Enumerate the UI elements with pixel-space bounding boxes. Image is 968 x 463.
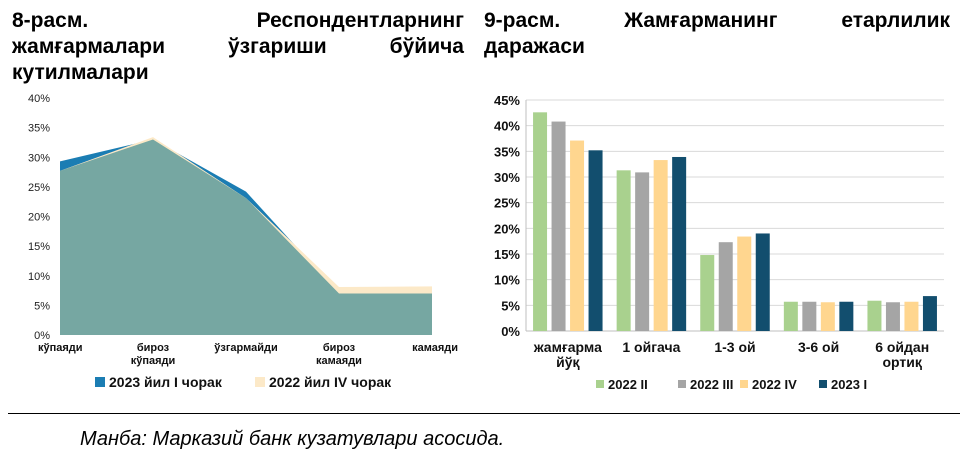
chart-8-title: 8-расм. Респондентларнинг жамғармалари ўзга… bbox=[12, 8, 464, 86]
bar bbox=[820, 302, 835, 331]
source-note: Манба: Марказий банк кузатувлари асосида… bbox=[80, 428, 505, 450]
x-category-label: бироз bbox=[323, 342, 356, 354]
bar bbox=[839, 301, 854, 331]
title-word: даражаси bbox=[484, 35, 585, 58]
title-line: 8-расм. Респондентларнинг bbox=[12, 8, 464, 34]
legend-swatch bbox=[95, 377, 105, 387]
x-category-label: ортиқ bbox=[883, 354, 922, 370]
title-line: 9-расм. Жамғарманинг етарлилик bbox=[484, 8, 950, 34]
y-tick-label: 0% bbox=[501, 324, 520, 339]
divider bbox=[8, 413, 960, 414]
title-word: етарлилик bbox=[841, 9, 950, 32]
legend-label: 2023 I bbox=[831, 377, 867, 392]
y-tick-label: 45% bbox=[494, 93, 520, 108]
legend-swatch bbox=[596, 380, 604, 388]
legend-label: 2023 йил I чорак bbox=[109, 374, 223, 390]
y-tick-label: 40% bbox=[494, 119, 520, 134]
title-word: 9-расм. bbox=[484, 9, 561, 32]
y-tick-label: 30% bbox=[494, 170, 520, 185]
bar bbox=[616, 170, 631, 331]
x-category-label: 6 ойдан bbox=[875, 339, 929, 355]
y-tick-label: 35% bbox=[494, 144, 520, 159]
title-word: 8-расм. bbox=[12, 9, 89, 32]
legend-label: 2022 йил IV чорак bbox=[269, 374, 392, 390]
legend-swatch bbox=[255, 377, 265, 387]
bar bbox=[867, 300, 882, 331]
legend-label: 2022 II bbox=[608, 377, 648, 392]
x-category-label: кўпаяди bbox=[131, 355, 176, 367]
legend-swatch bbox=[740, 380, 748, 388]
title-line: кутилмалари bbox=[12, 60, 464, 86]
chart-9-title: 9-расм. Жамғарманинг етарлилик даражаси bbox=[484, 8, 950, 60]
x-category-label: йўқ bbox=[556, 354, 579, 370]
bar bbox=[570, 140, 585, 331]
y-tick-label: 20% bbox=[28, 212, 50, 224]
y-tick-label: 15% bbox=[28, 241, 50, 253]
bar bbox=[802, 301, 817, 331]
area-overlap bbox=[60, 139, 432, 335]
bar bbox=[737, 236, 752, 331]
bar bbox=[718, 242, 733, 331]
title-word: Респондентларнинг bbox=[256, 9, 464, 32]
y-tick-label: 35% bbox=[28, 123, 50, 135]
bar bbox=[904, 301, 919, 331]
y-tick-label: 15% bbox=[494, 247, 520, 262]
legend-label: 2022 IV bbox=[752, 377, 797, 392]
bar bbox=[551, 121, 566, 331]
bar bbox=[755, 233, 770, 331]
y-tick-label: 25% bbox=[28, 182, 50, 194]
title-word: Жамғарманинг bbox=[624, 9, 778, 32]
y-tick-label: 25% bbox=[494, 196, 520, 211]
bar bbox=[885, 302, 900, 331]
bar bbox=[635, 172, 650, 331]
y-tick-label: 30% bbox=[28, 152, 50, 164]
y-tick-label: 5% bbox=[34, 300, 50, 312]
x-category-label: 3-6 ой bbox=[798, 339, 839, 355]
x-category-label: 1 ойгача bbox=[622, 339, 680, 355]
x-category-label: кўпаяди bbox=[38, 342, 83, 354]
bar bbox=[588, 150, 603, 331]
title-word: кутилмалари bbox=[12, 61, 149, 84]
title-word: жамғармалари bbox=[12, 35, 166, 58]
y-tick-label: 0% bbox=[34, 330, 50, 342]
bar bbox=[922, 296, 937, 331]
y-tick-label: 10% bbox=[28, 271, 50, 283]
x-category-label: бироз bbox=[137, 342, 170, 354]
y-tick-label: 5% bbox=[501, 298, 520, 313]
y-tick-label: 40% bbox=[28, 93, 50, 105]
x-category-label: 1-3 ой bbox=[714, 339, 755, 355]
legend-label: 2022 III bbox=[690, 377, 733, 392]
y-tick-label: 10% bbox=[494, 273, 520, 288]
title-line: даражаси bbox=[484, 34, 950, 60]
bar bbox=[672, 156, 687, 331]
y-tick-label: 20% bbox=[494, 221, 520, 236]
title-word: ўзгариши bbox=[227, 35, 327, 58]
x-category-label: камаяди bbox=[412, 342, 458, 354]
title-line: жамғармалари ўзгариши бўйича bbox=[12, 34, 464, 60]
bar bbox=[700, 255, 715, 331]
x-category-label: камаяди bbox=[316, 355, 362, 367]
title-word: бўйича bbox=[389, 35, 464, 58]
legend-swatch bbox=[678, 380, 686, 388]
legend-swatch bbox=[819, 380, 827, 388]
bar bbox=[533, 112, 548, 331]
bar bbox=[653, 160, 668, 331]
chart-8-area: 0%5%10%15%20%25%30%35%40%кўпаяди бирозкўп… bbox=[28, 93, 458, 390]
x-category-label: жамғарма bbox=[533, 339, 602, 355]
bar bbox=[783, 301, 798, 331]
x-category-label: ўзгармайди bbox=[214, 342, 277, 354]
